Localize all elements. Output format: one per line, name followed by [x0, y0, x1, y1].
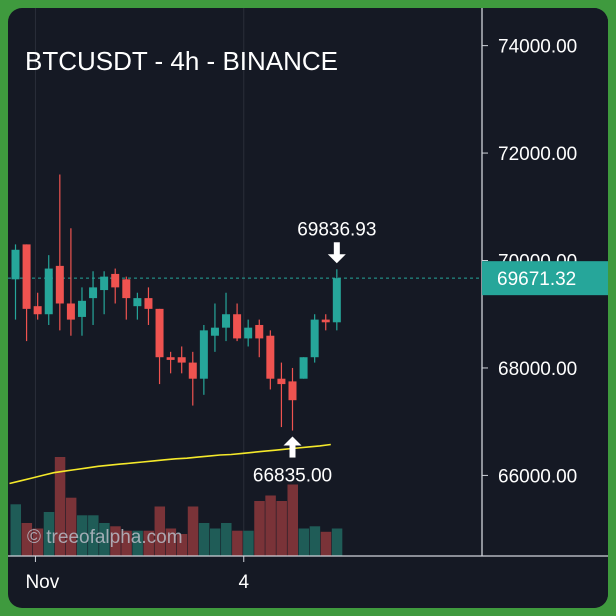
volume-bar	[132, 530, 143, 556]
candle-body	[66, 303, 75, 320]
candle-body	[77, 300, 86, 317]
low-price-label: 66835.00	[253, 466, 332, 487]
volume-bar	[121, 530, 132, 556]
chart-title: BTCUSDT - 4h - BINANCE	[25, 46, 339, 76]
arrow-up-icon	[283, 436, 302, 446]
volume-bar	[243, 530, 254, 556]
volume-bar	[298, 528, 310, 556]
volume-bar	[221, 523, 232, 556]
volume-bar	[54, 457, 66, 556]
candle-body	[222, 314, 231, 328]
volume-bar	[187, 506, 199, 556]
chart-frame: 69836.9366835.0074000.0072000.0070000.00…	[8, 8, 608, 608]
volume-bar	[10, 504, 21, 556]
candle-body	[199, 330, 208, 379]
volume-bar	[176, 534, 188, 556]
candlestick-chart[interactable]: 69836.9366835.0074000.0072000.0070000.00…	[8, 8, 608, 608]
candle-body	[100, 276, 109, 291]
volume-bar	[265, 495, 276, 556]
arrow-down-icon-stem	[333, 242, 340, 256]
time-tick-label: Nov	[25, 572, 59, 593]
volume-bar	[254, 501, 265, 556]
candle-body	[233, 314, 242, 339]
candle-body	[33, 306, 42, 315]
arrow-down-icon	[327, 254, 346, 264]
last-price-label: 69671.32	[497, 269, 576, 290]
candle-body	[310, 319, 319, 358]
price-tick-label: 68000.00	[498, 359, 577, 380]
watermark: © treeofalpha.com	[27, 527, 183, 548]
high-price-label: 69836.93	[297, 219, 376, 240]
candle-body	[321, 319, 330, 323]
candle-body	[22, 244, 31, 309]
price-tick-label: 66000.00	[498, 466, 577, 487]
candle-body	[155, 308, 164, 358]
volume-bar	[320, 531, 332, 556]
volume-bar	[287, 484, 298, 556]
price-axis	[482, 8, 608, 608]
candle-body	[277, 378, 286, 385]
volume-bar	[276, 501, 287, 556]
candle-body	[166, 357, 175, 360]
candle-body	[299, 357, 308, 379]
candle-body	[244, 327, 253, 339]
time-tick-label: 4	[238, 572, 249, 593]
arrow-up-icon-stem	[289, 444, 296, 458]
volume-bar	[65, 497, 77, 556]
moving-average-line	[9, 443, 331, 485]
candle-body	[11, 249, 20, 280]
candle-body	[122, 279, 131, 299]
volume-bar	[209, 528, 221, 556]
candle-body	[44, 268, 53, 315]
last-price-badge	[482, 261, 608, 296]
volume-bar	[110, 526, 121, 556]
volume-bar	[32, 528, 44, 556]
candle-body	[288, 381, 297, 401]
volume-bar	[165, 528, 177, 556]
volume-bar	[99, 523, 110, 556]
volume-bar	[76, 515, 88, 556]
volume-bar	[88, 515, 99, 556]
candle-body	[255, 324, 264, 339]
volume-bar	[331, 528, 343, 556]
candle-body	[332, 278, 341, 323]
volume-bar	[198, 523, 210, 556]
candle-body	[55, 265, 64, 304]
candle-body	[111, 273, 120, 288]
candle-body	[89, 287, 98, 299]
volume-bar	[154, 506, 166, 556]
price-tick-label: 74000.00	[498, 37, 577, 58]
price-tick-label: 72000.00	[498, 144, 577, 165]
volume-bar	[21, 523, 33, 556]
candle-body	[188, 362, 197, 379]
volume-bar	[43, 512, 55, 556]
candle-body	[133, 298, 142, 307]
volume-bar	[232, 530, 243, 556]
candle-body	[177, 357, 186, 363]
volume-bar	[143, 530, 154, 556]
candle-body	[210, 327, 219, 336]
volume-bar	[309, 526, 321, 556]
candle-body	[266, 335, 275, 379]
candle-body	[144, 298, 153, 309]
